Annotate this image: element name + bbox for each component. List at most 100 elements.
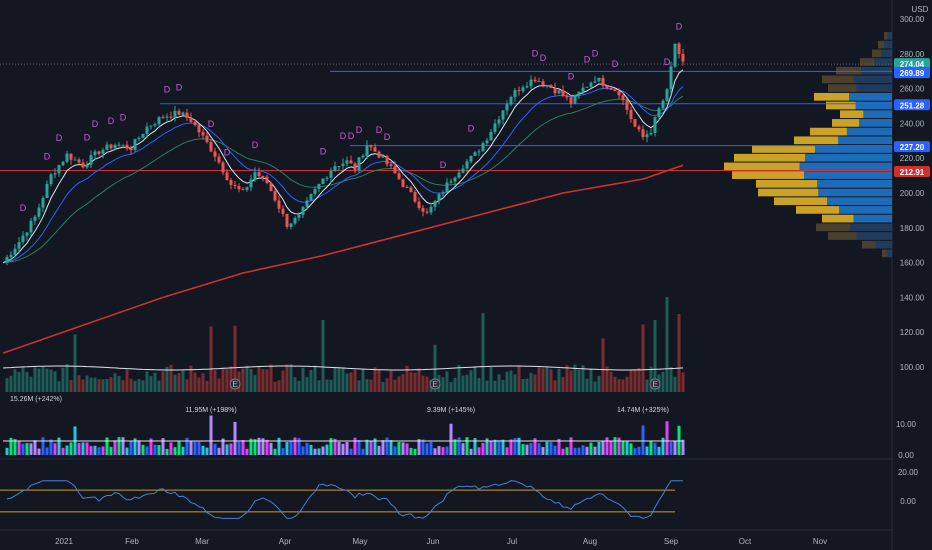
volume-bar xyxy=(533,374,537,392)
candle-body xyxy=(517,90,521,92)
d-marker: D xyxy=(20,203,27,213)
indicator2-bar xyxy=(537,443,541,455)
volume-bar xyxy=(37,368,41,392)
indicator2-bar xyxy=(257,437,261,455)
volume-bar xyxy=(549,369,553,392)
indicator2-bar xyxy=(573,447,577,455)
candle-body xyxy=(297,214,301,218)
indicator2-bar xyxy=(365,439,369,455)
volume-annotation: 15.26M (+242%) xyxy=(10,396,62,403)
indicator2-bar xyxy=(133,438,137,455)
candle-body xyxy=(129,148,133,151)
candle-body xyxy=(469,155,473,162)
indicator2-bar xyxy=(557,438,561,455)
indicator2-bar xyxy=(373,438,377,455)
indicator2-annotation: 11.95M (+198%) xyxy=(185,407,236,414)
indicator2-bar xyxy=(545,441,549,455)
candle-body xyxy=(597,77,601,82)
candle-body xyxy=(285,213,289,227)
candle-body xyxy=(153,124,157,126)
candle-body xyxy=(613,89,617,92)
d-marker: D xyxy=(44,152,51,162)
candle-body xyxy=(489,131,493,141)
candle-body xyxy=(653,117,657,134)
candle-body xyxy=(577,91,581,95)
candle-body xyxy=(509,96,513,105)
candle-body xyxy=(421,207,425,212)
indicator2-bar xyxy=(553,445,557,455)
candle-body xyxy=(437,193,441,202)
vp-bar-up xyxy=(853,214,892,223)
indicator2-bar xyxy=(401,442,405,455)
d-marker: D xyxy=(664,57,671,67)
candle-body xyxy=(417,201,421,208)
d-marker: D xyxy=(176,82,183,92)
vp-bar-down xyxy=(832,119,859,127)
d-marker: D xyxy=(676,22,683,32)
volume-bar xyxy=(65,364,69,392)
indicator2-bar xyxy=(241,439,245,455)
indicator2-bar xyxy=(393,446,397,455)
earnings-label: E xyxy=(232,380,237,389)
volume-bar xyxy=(385,378,389,392)
volume-bar xyxy=(581,365,585,392)
volume-bar xyxy=(125,369,129,392)
indicator2-bar xyxy=(589,442,593,455)
candle-body xyxy=(581,87,585,92)
indicator2-bar xyxy=(381,440,385,455)
indicator2-bar xyxy=(473,438,477,455)
indicator2-bar xyxy=(125,447,129,455)
volume-bar xyxy=(245,365,249,392)
time-axis[interactable]: 2021 Feb Mar Apr May Jun Jul Aug Sep Oct Nov xyxy=(55,537,827,546)
indicator2-bar xyxy=(273,448,277,455)
candle-body xyxy=(197,125,201,133)
indicator2-bar xyxy=(681,439,685,455)
volume-bar xyxy=(25,371,29,392)
price-axis[interactable]: 300.00 280.00 260.00 240.00 220.00 200.00 180.… xyxy=(896,15,925,506)
candle-body xyxy=(125,144,129,149)
candle-body xyxy=(569,97,573,104)
candle-body xyxy=(5,256,9,263)
indicator2-bar xyxy=(37,448,41,455)
volume-bar xyxy=(321,320,325,392)
volume-bar xyxy=(377,369,381,392)
candle-body xyxy=(609,88,613,90)
indicator2-bar xyxy=(645,446,649,455)
price-tick-label: 140.00 xyxy=(900,293,925,302)
indicator2-bar xyxy=(517,437,521,455)
candlesticks xyxy=(5,42,685,266)
indicator2-bar xyxy=(585,446,589,455)
d-marker: D xyxy=(252,140,259,150)
volume-bar xyxy=(13,369,17,392)
vp-bar-down xyxy=(774,197,828,206)
volume-bar xyxy=(205,380,209,392)
candle-body xyxy=(513,90,517,97)
indicator2-bar xyxy=(397,442,401,455)
volume-bar xyxy=(165,366,169,392)
indicator-pane-2: 11.95M (+198%) 9.39M (+145%) 14.74M (+325%… xyxy=(3,407,685,455)
indicator2-bar xyxy=(141,444,145,455)
candle-body xyxy=(649,133,653,135)
indicator2-bar xyxy=(665,421,669,455)
candle-body xyxy=(673,43,677,67)
d-marker: D xyxy=(440,160,447,170)
volume-bar xyxy=(389,370,393,392)
indicator2-bar xyxy=(297,438,301,455)
indicator2-bar xyxy=(149,438,153,455)
d-marker: D xyxy=(224,148,231,158)
indicator2-bar xyxy=(333,438,337,455)
indicator2-bar xyxy=(61,447,65,455)
indicator2-bar xyxy=(57,437,61,455)
candle-body xyxy=(21,235,25,243)
volume-bar xyxy=(173,374,177,392)
indicator2-bar xyxy=(97,447,101,455)
volume-bar xyxy=(505,371,509,392)
volume-bar xyxy=(445,371,449,392)
vp-bar-up xyxy=(850,223,892,232)
candle-body xyxy=(681,54,685,62)
candle-body xyxy=(49,174,53,185)
volume-bar xyxy=(613,376,617,392)
candle-body xyxy=(205,135,209,143)
volume-bar xyxy=(185,379,189,392)
